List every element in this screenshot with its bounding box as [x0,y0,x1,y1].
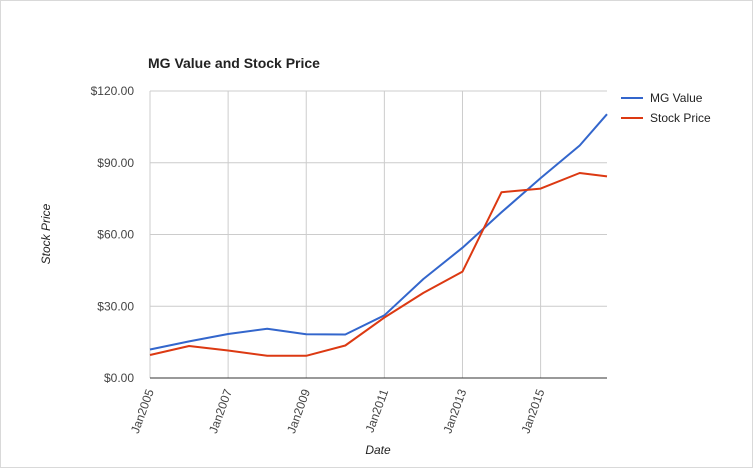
legend: MG Value Stock Price [621,91,711,125]
chart-title: MG Value and Stock Price [148,55,320,71]
series-line-mg-value [149,113,608,351]
series-lines [149,113,608,357]
x-axis-title: Date [365,443,391,457]
y-tick-label: $120.00 [91,84,135,98]
series-line-stock-price [149,172,608,357]
x-tick-label: Jan2009 [284,387,313,435]
y-tick-label: $90.00 [97,156,134,170]
x-axis-tick-labels: Jan2005 Jan2007 Jan2009 Jan2011 Jan2013 Jan20… [128,387,548,435]
x-tick-label: Jan2013 [440,387,469,435]
y-tick-label: $60.00 [97,228,134,242]
y-axis-tick-labels: $120.00 $90.00 $60.00 $30.00 $0.00 [91,84,135,385]
y-axis-title: Stock Price [39,203,53,264]
gridlines [149,90,607,378]
legend-label: MG Value [650,91,703,105]
x-tick-label: Jan2005 [128,387,157,435]
x-tick-label: Jan2011 [363,387,392,435]
x-tick-label: Jan2007 [206,387,235,435]
legend-label: Stock Price [650,111,711,125]
x-tick-label: Jan2015 [519,387,548,435]
y-tick-label: $0.00 [104,371,134,385]
y-tick-label: $30.00 [97,299,134,313]
